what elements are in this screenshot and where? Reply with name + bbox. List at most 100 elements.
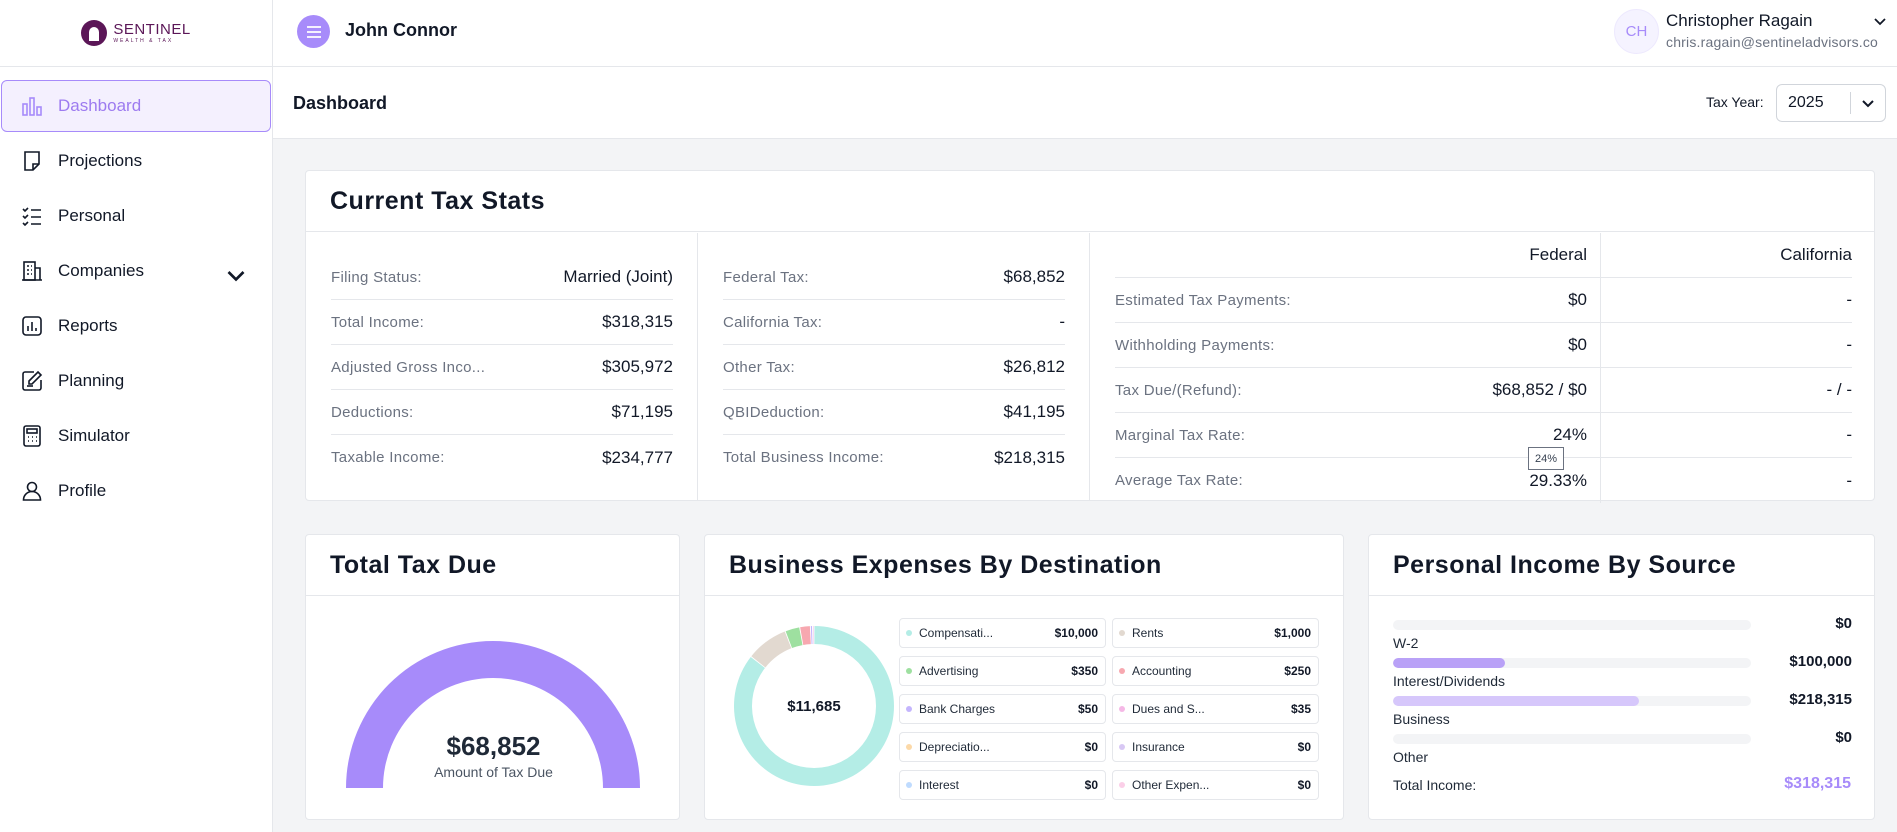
tooltip: 24% [1528,447,1565,470]
sidebar-item-planning[interactable]: Planning [1,355,271,407]
sidebar-item-simulator[interactable]: Simulator [1,410,271,462]
expense-legend-item[interactable]: Rents $1,000 [1112,618,1319,648]
stat-row: Filing Status: Married (Joint) [331,255,673,300]
stat-label: Taxable Income: [331,449,445,466]
stat-value: $234,777 [602,447,673,467]
stat-value: $68,852 [1003,267,1065,286]
income-bar [1393,658,1751,668]
checklist-icon [22,207,41,227]
income-bar-fill [1393,658,1506,668]
bar-chart-icon [22,97,42,116]
row-label: Withholding Payments: [1115,336,1275,354]
expense-legend-item[interactable]: Interest $0 [899,770,1106,800]
donut-slice[interactable] [800,626,811,645]
card-title: Total Tax Due [306,535,679,596]
page-title: Dashboard [293,93,388,113]
stat-label: QBIDeduction: [723,403,825,421]
sidebar-item-label: Companies [58,261,144,280]
stat-row: Total Income: $318,315 [331,300,673,345]
donut-slice[interactable] [751,631,792,668]
income-bar [1393,620,1751,630]
sidebar-item-reports[interactable]: Reports [1,300,271,352]
income-value: $218,315 [1789,691,1852,708]
legend-dot [1119,744,1125,750]
chevron-down-icon[interactable] [224,263,248,287]
expense-label: Rents [1132,626,1164,640]
expense-legend-item[interactable]: Dues and S... $35 [1112,694,1319,724]
stat-label: California Tax: [723,313,823,331]
legend-dot [1119,706,1125,712]
personal-income-card: Personal Income By Source $0 W-2 $100,000 I… [1368,534,1875,820]
tax-due-amount: $68,852 [446,731,541,761]
tax-year-select[interactable]: 2025 [1776,84,1886,122]
sidebar-item-label: Dashboard [58,96,142,115]
page-header: Dashboard Tax Year: 2025 [273,67,1897,139]
card-title: Current Tax Stats [306,171,1874,232]
brand-name: SENTINEL [113,21,191,38]
gauge-arc [346,641,640,788]
sidebar-item-profile[interactable]: Profile [1,465,271,517]
user-icon [22,481,42,501]
stat-label: Filing Status: [331,268,422,286]
legend-dot [906,782,912,788]
menu-toggle-button[interactable] [297,15,330,48]
sidebar-item-label: Reports [58,316,118,335]
tax-due-label: Amount of Tax Due [434,764,553,780]
expense-legend-item[interactable]: Accounting $250 [1112,656,1319,686]
sidebar-item-projections[interactable]: Projections [1,135,271,187]
user-name[interactable]: Christopher Ragain [1666,11,1813,30]
donut-slice[interactable] [812,626,814,645]
expense-value: $250 [1284,664,1311,678]
sidebar: SENTINEL WEALTH & TAX Dashboard Projecti… [0,0,273,832]
sidebar-item-personal[interactable]: Personal [1,190,271,242]
chart-icon [22,316,42,336]
expense-legend-item[interactable]: Bank Charges $50 [899,694,1106,724]
expense-legend-item[interactable]: Advertising $350 [899,656,1106,686]
client-name: John Connor [345,20,457,40]
stat-value: $305,972 [602,357,673,376]
table-row: Marginal Tax Rate: 24% - [1115,413,1852,458]
stat-value: $318,315 [602,312,673,331]
expense-legend-item[interactable]: Other Expen... $0 [1112,770,1319,800]
income-bar [1393,696,1751,706]
legend-dot [1119,630,1125,636]
expense-legend-item[interactable]: Depreciatio... $0 [899,732,1106,762]
stat-row: QBIDeduction: $41,195 [723,390,1065,435]
stat-label: Deductions: [331,403,414,421]
stat-value: Married (Joint) [563,267,673,286]
expense-legend-item[interactable]: Insurance $0 [1112,732,1319,762]
stat-value: $26,812 [1003,357,1065,376]
expense-value: $10,000 [1054,626,1098,640]
chevron-down-icon[interactable] [1873,14,1887,28]
avatar[interactable]: CH [1614,9,1659,54]
table-row: Estimated Tax Payments: $0 - [1115,278,1852,323]
total-tax-due-card: Total Tax Due $68,852 Amount of Tax Due [305,534,680,820]
top-bar: John Connor CH Christopher Ragain chris.… [273,0,1897,67]
stat-row: Deductions: $71,195 [331,390,673,435]
expense-value: $350 [1071,664,1098,678]
income-bar [1393,734,1751,744]
sidebar-item-label: Profile [58,481,107,500]
row-label: Average Tax Rate: [1115,472,1243,489]
calculator-icon [23,425,41,447]
income-label: Interest/Dividends [1393,673,1506,689]
expense-value: $0 [1297,740,1311,754]
donut-slice[interactable] [785,627,803,649]
stat-row: Total Business Income: $218,315 [723,435,1065,480]
expense-value: $35 [1290,702,1311,716]
chevron-down-icon[interactable] [1860,95,1876,111]
row-label: Tax Due/(Refund): [1115,381,1242,399]
expense-legend-item[interactable]: Compensati... $10,000 [899,618,1106,648]
stat-row: Federal Tax: $68,852 [723,255,1065,300]
sidebar-item-companies[interactable]: Companies [1,245,271,297]
expense-label: Other Expen... [1132,778,1210,792]
user-email: chris.ragain@sentineladvisors.co [1666,34,1879,50]
sidebar-item-dashboard[interactable]: Dashboard [1,80,271,132]
business-expenses-card: Business Expenses By Destination $11,685… [704,534,1344,820]
stat-row: California Tax: - [723,300,1065,345]
stat-value: $218,315 [994,447,1065,467]
brand-logo[interactable]: SENTINEL WEALTH & TAX [0,0,272,67]
state-value: - / - [1826,380,1853,399]
income-value: $0 [1835,615,1852,632]
donut-slice[interactable] [810,626,813,645]
